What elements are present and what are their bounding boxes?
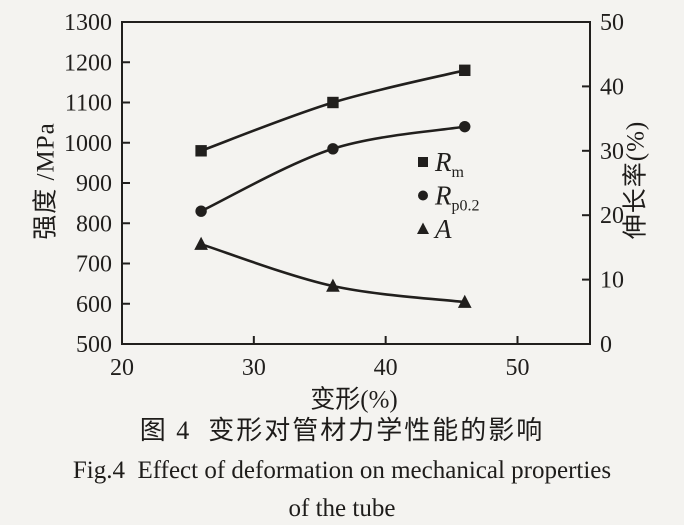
y-left-tick-label: 1200 <box>64 50 112 76</box>
y-right-tick-label: 10 <box>600 268 624 294</box>
legend-marker-Rm <box>418 157 428 167</box>
y-left-tick-label: 1000 <box>64 131 112 157</box>
y-left-tick-label: 1300 <box>64 10 112 36</box>
data-point-Rm-1 <box>327 96 339 109</box>
data-point-Rm-0 <box>195 145 207 157</box>
data-point-A-0 <box>194 236 208 250</box>
series-line-A <box>199 242 467 304</box>
data-point-A-2 <box>457 294 472 308</box>
legend-label-subscript-Rm: m <box>452 164 465 181</box>
y-axis-label-left: 强度 /MPa <box>32 122 60 240</box>
data-point-Rp0.2-0 <box>195 205 207 217</box>
caption-chinese: 图 4 变形对管材力学性能的影响 <box>139 416 545 445</box>
series-line-Rm <box>199 69 467 153</box>
x-tick-label: 40 <box>374 355 398 381</box>
plot-border <box>121 21 591 345</box>
x-tick-label: 20 <box>110 355 134 381</box>
data-point-Rm-2 <box>459 64 471 76</box>
caption-english-tail: of the tube <box>288 495 396 522</box>
y-right-tick-label: 0 <box>600 332 612 358</box>
legend-label-A: A <box>433 214 452 244</box>
legend-label-Rp0.2: Rp0.2 <box>434 181 480 215</box>
y-left-tick-label: 600 <box>76 292 112 318</box>
legend-marker-A <box>417 222 429 234</box>
caption-english: Fig.4 Effect of deformation on mechanica… <box>72 457 612 484</box>
y-left-tick-label: 700 <box>76 252 112 278</box>
x-tick-label: 30 <box>242 355 266 381</box>
x-tick-label: 50 <box>505 355 529 381</box>
y-right-tick-label: 40 <box>600 74 624 100</box>
legend-label-subscript-Rp0.2: p0.2 <box>452 198 480 215</box>
data-point-Rp0.2-1 <box>327 143 339 155</box>
legend-label-Rm: Rm <box>434 147 465 181</box>
y-right-tick-label: 30 <box>600 139 624 165</box>
legend-marker-Rp0.2 <box>418 190 428 201</box>
y-left-tick-label: 900 <box>76 171 112 197</box>
y-right-tick-label: 20 <box>600 203 624 229</box>
data-point-A-1 <box>326 278 340 292</box>
y-left-tick-label: 800 <box>76 211 112 237</box>
y-axis-label-right: 伸长率(%) <box>622 120 650 240</box>
y-left-tick-label: 500 <box>76 332 112 358</box>
y-left-tick-label: 1100 <box>65 91 112 117</box>
x-axis-label: 变形(%) <box>310 386 398 414</box>
data-point-Rp0.2-2 <box>459 120 471 133</box>
y-right-tick-label: 50 <box>600 10 624 36</box>
chart-plot: 20 30 40 50 500 600 700 800 900 1000 1100 1200 1300 0… <box>64 10 624 381</box>
